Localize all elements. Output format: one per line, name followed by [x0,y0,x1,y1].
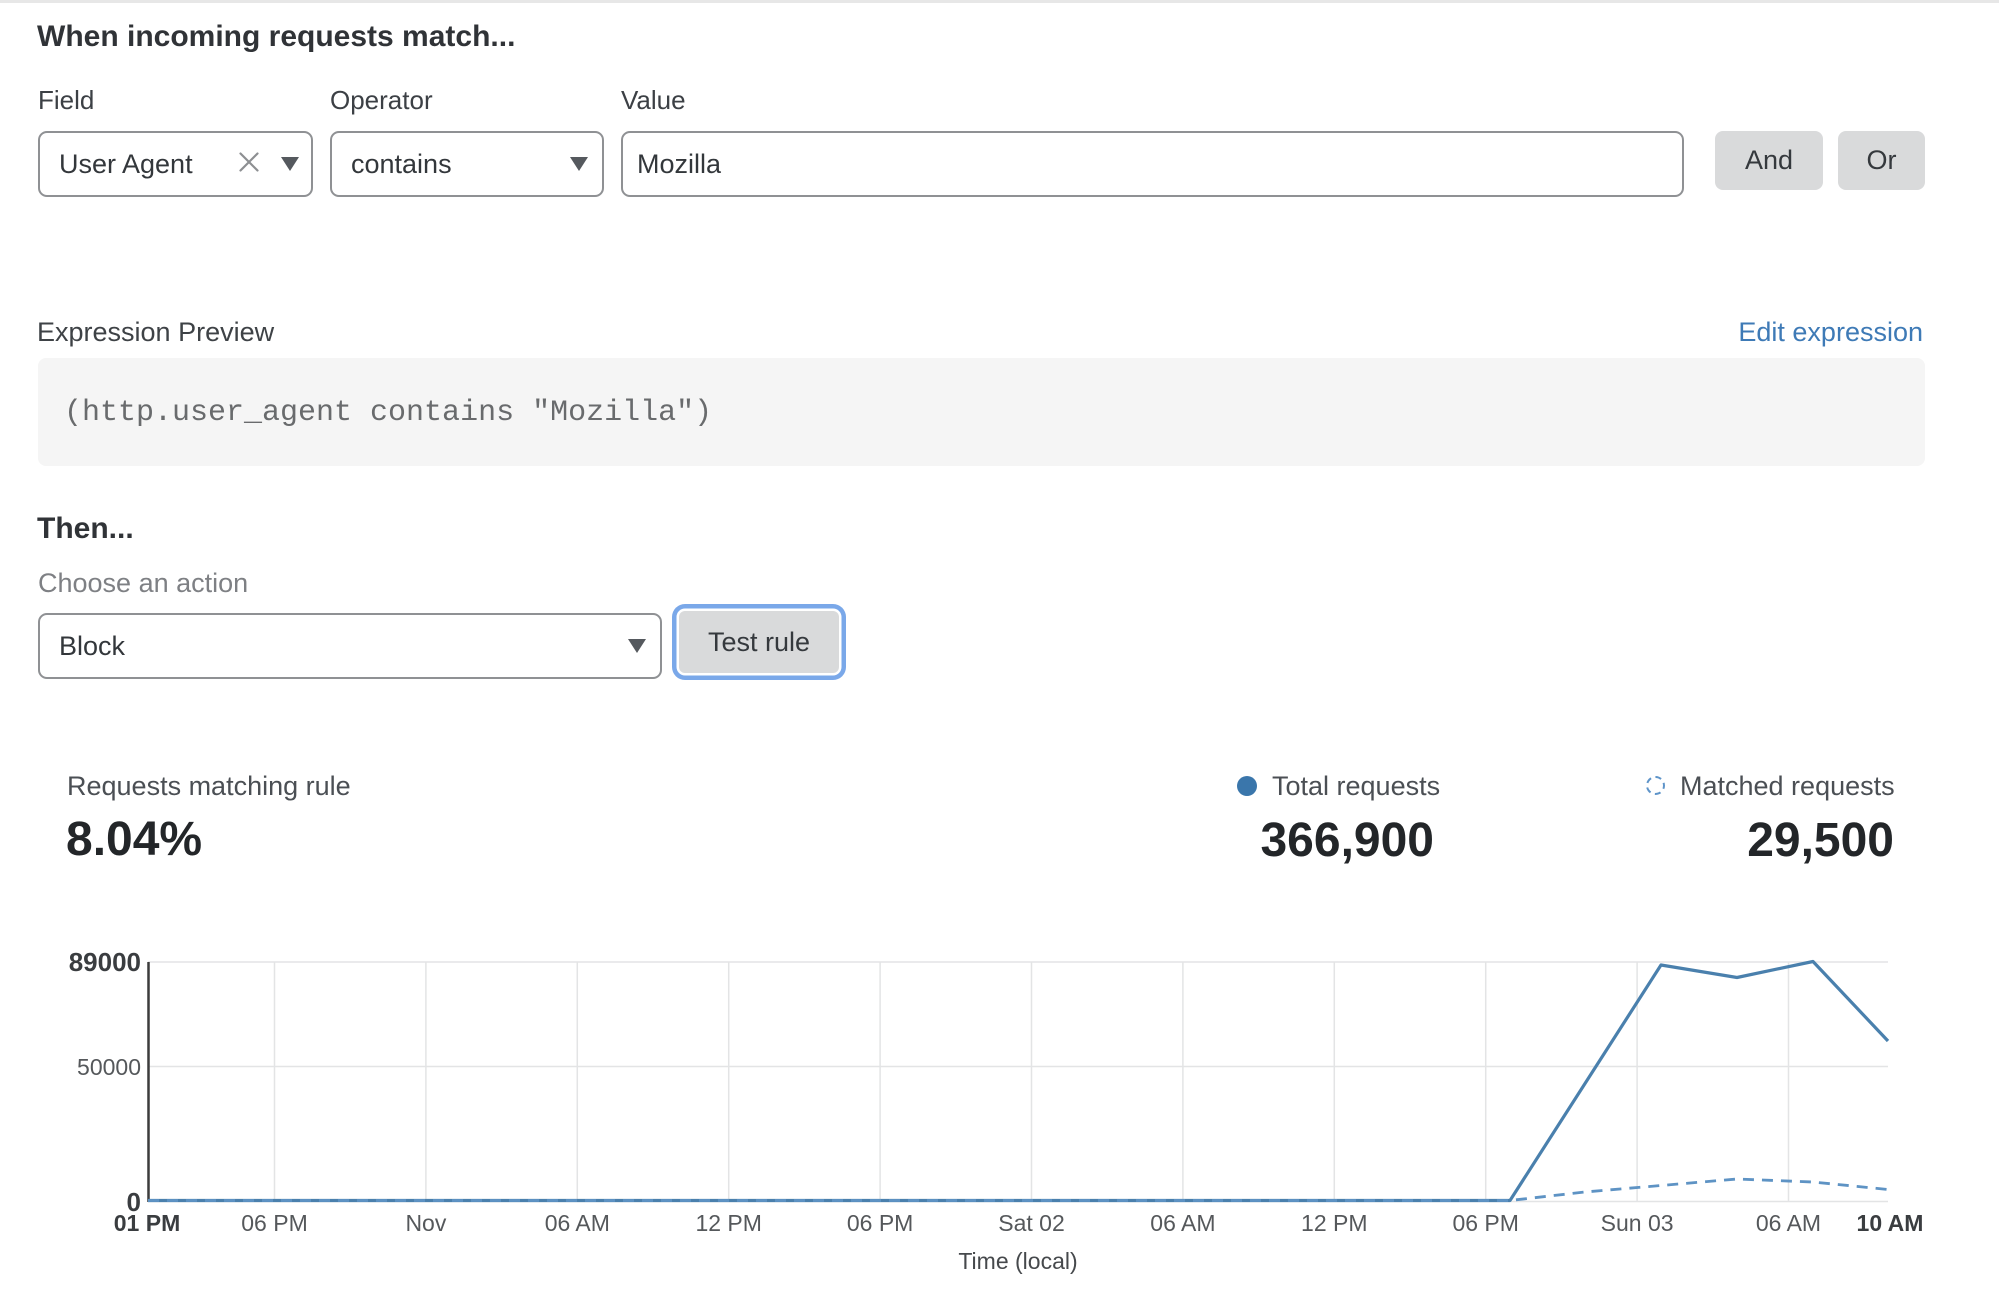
svg-text:Sun 03: Sun 03 [1601,1210,1674,1236]
svg-text:06 AM: 06 AM [1150,1210,1215,1236]
svg-text:06 PM: 06 PM [847,1210,913,1236]
svg-text:Time (local): Time (local) [958,1248,1077,1274]
svg-text:0: 0 [127,1187,141,1217]
svg-text:06 AM: 06 AM [545,1210,610,1236]
svg-text:06 AM: 06 AM [1756,1210,1821,1236]
svg-text:06 PM: 06 PM [1452,1210,1518,1236]
svg-text:10 AM: 10 AM [1857,1210,1924,1236]
svg-text:12 PM: 12 PM [695,1210,761,1236]
svg-text:06 PM: 06 PM [241,1210,307,1236]
svg-text:89000: 89000 [69,947,141,977]
svg-text:Sat 02: Sat 02 [998,1210,1065,1236]
svg-text:Nov: Nov [405,1210,446,1236]
svg-text:12 PM: 12 PM [1301,1210,1367,1236]
svg-text:50000: 50000 [77,1054,141,1080]
svg-text:01 PM: 01 PM [114,1210,180,1236]
